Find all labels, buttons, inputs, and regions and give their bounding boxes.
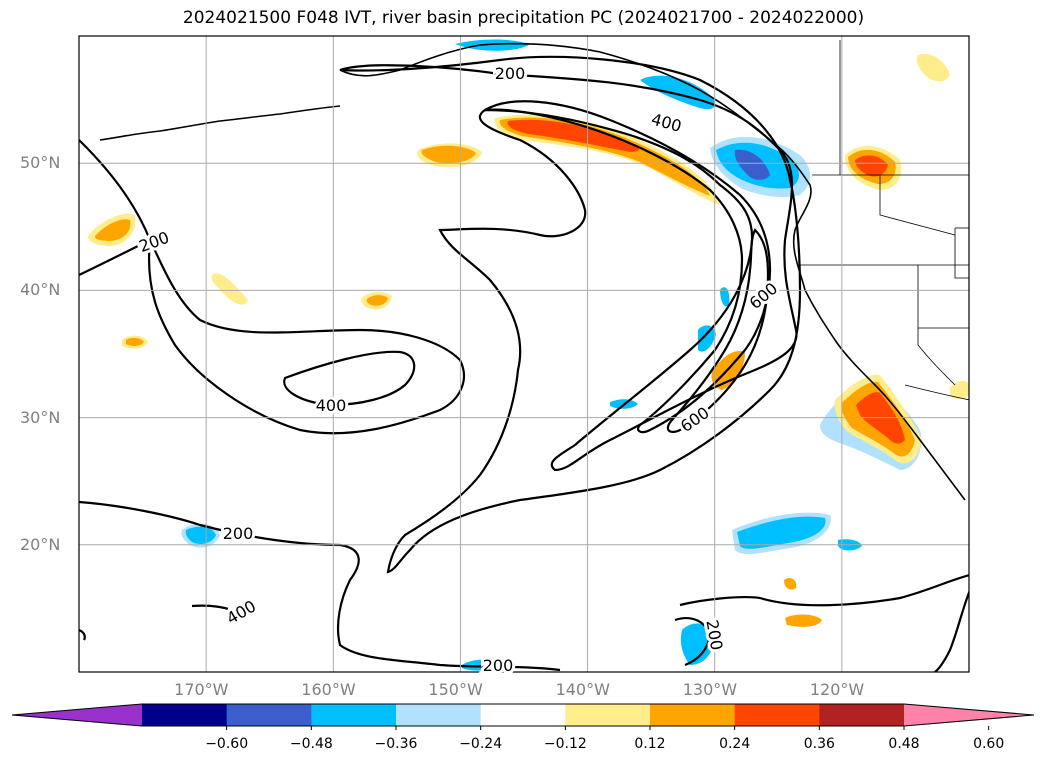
ivt-contour-200-sw	[79, 628, 86, 641]
precip-blob-7	[916, 53, 950, 82]
coastline-alaska-islands	[99, 105, 341, 141]
precip-blob-1-core	[421, 145, 476, 164]
coastlines	[99, 42, 966, 501]
precip-blue-blob-3	[680, 623, 715, 665]
lat-tick-label: 40°N	[20, 280, 61, 300]
colorbar-outline	[11, 703, 1035, 727]
colorbar-tick-label: 0.24	[719, 736, 751, 752]
colorbar-tick-label: −0.48	[289, 736, 333, 752]
contour-label: 400	[649, 110, 683, 136]
contour-label: 200	[483, 656, 514, 675]
ivt-contour-400-west	[283, 350, 416, 407]
border-us-mexico	[904, 384, 969, 401]
colorbar-tick-label: 0.12	[634, 736, 666, 752]
lon-tick-label: 130°W	[682, 680, 738, 699]
precip-blob-2-core	[94, 219, 131, 241]
precip-blue-bc-core	[734, 149, 770, 180]
ivt-contour-200-se	[934, 589, 969, 672]
colorbar-tick-label: −0.24	[459, 736, 503, 752]
precip-blue-coast-top	[640, 75, 716, 110]
plot-frame	[78, 35, 970, 673]
ivt-contours	[79, 55, 969, 672]
ivt-contour-200-east-lower	[674, 617, 712, 667]
precip-blob-8	[950, 380, 969, 400]
precip-blob-5-core	[126, 337, 144, 347]
colorbar-extend-low	[12, 704, 142, 726]
lon-tick-label: 140°W	[555, 680, 610, 699]
ivt-contour-400-north	[484, 100, 772, 434]
border-ca-nv	[917, 328, 956, 386]
contour-label: 200	[495, 64, 526, 83]
colorbar-tick-label: −0.60	[205, 736, 249, 752]
graticule	[79, 36, 969, 672]
colorbar-segment	[734, 704, 820, 726]
ivt-contour-200-south	[79, 500, 561, 672]
lat-tick-label: 20°N	[20, 534, 61, 554]
contour-label: 600	[746, 279, 782, 313]
ivt-contour-400-south	[191, 604, 233, 612]
precip-blob-3	[211, 273, 248, 305]
contour-label: 200	[137, 228, 172, 256]
colorbar-extend-high	[904, 704, 1034, 726]
colorbar-tick-label: −0.12	[543, 736, 587, 752]
colorbar-tick-label: 0.36	[803, 736, 835, 752]
ivt-contour-200-main	[339, 55, 802, 574]
map-title: 2024021500 F048 IVT, river basin precipi…	[182, 8, 865, 28]
lon-tick-label: 120°W	[809, 680, 865, 699]
lat-tick-label: 50°N	[20, 153, 61, 173]
political-borders	[798, 40, 969, 401]
colorbar-segment	[226, 704, 312, 726]
lon-tick-label: 170°W	[174, 680, 229, 699]
precip-shading	[88, 39, 969, 671]
border-states-3	[917, 265, 969, 329]
border-states-4	[879, 175, 956, 236]
contour-label: 400	[316, 396, 347, 415]
precip-blue-blob-2-core	[737, 516, 826, 549]
contour-label: 400	[223, 596, 259, 628]
colorbar-segment	[565, 704, 651, 726]
colorbar-tick-label: 0.60	[973, 736, 1005, 752]
contour-label: 200	[223, 524, 254, 543]
precip-pnw-interior-core	[855, 155, 888, 177]
precip-blob-9	[785, 614, 822, 627]
colorbar-segment	[311, 704, 397, 726]
lat-tick-label: 30°N	[20, 407, 61, 427]
colorbar	[11, 703, 1035, 730]
border-states-6	[954, 228, 969, 279]
colorbar-segment	[480, 704, 566, 726]
lon-tick-label: 160°W	[301, 680, 356, 699]
precip-blue-blob-8	[720, 287, 730, 307]
colorbar-tick-label: 0.48	[888, 736, 920, 752]
colorbar-segment	[819, 704, 905, 726]
precip-blob-10	[784, 577, 797, 590]
lon-tick-label: 150°W	[428, 680, 483, 699]
precip-blue-blob-1-core	[185, 526, 216, 544]
colorbar-segment	[396, 704, 482, 726]
ivt-contour-200-west	[79, 139, 465, 435]
precip-blue-blob-4	[698, 325, 716, 352]
precip-blue-top-edge	[455, 39, 530, 51]
precip-band-northeast-core	[507, 119, 640, 152]
coastline-north-america	[339, 42, 966, 501]
colorbar-segment	[650, 704, 736, 726]
ivt-contour-600	[666, 228, 770, 434]
colorbar-tick-label: −0.36	[374, 736, 418, 752]
precip-blue-blob-7	[462, 659, 500, 671]
precip-blob-4-core	[366, 295, 388, 306]
colorbar-segment	[142, 704, 228, 726]
ivt-contour-200-east	[679, 574, 969, 607]
